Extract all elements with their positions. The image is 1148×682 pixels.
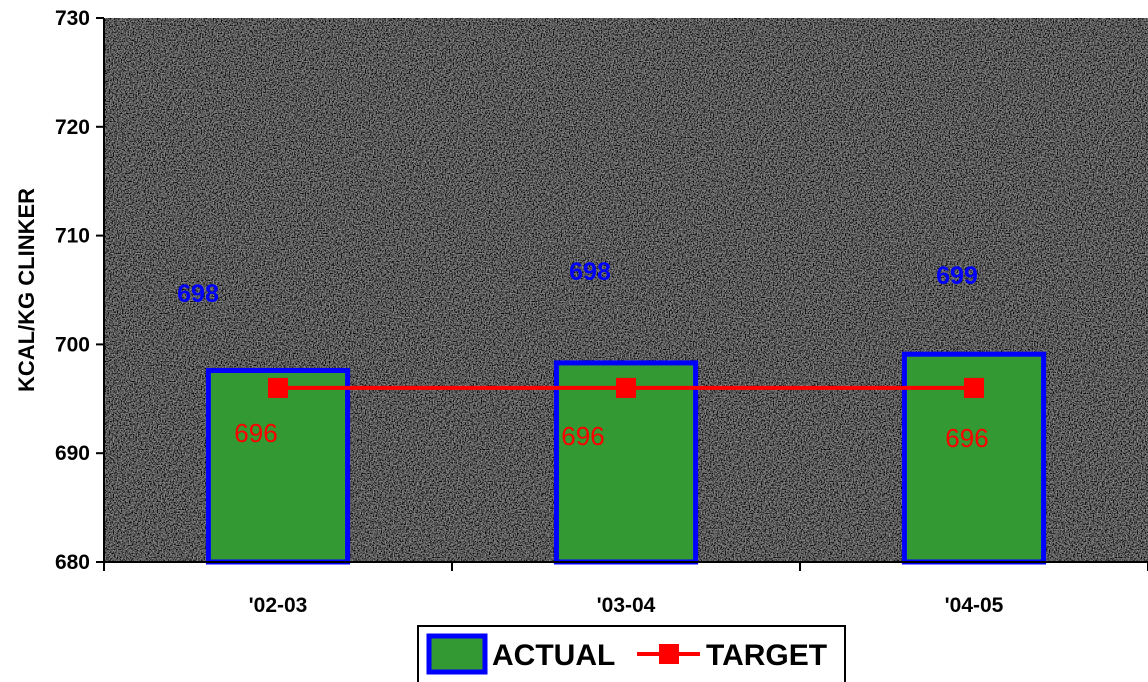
- bar-actual-0: [205, 368, 351, 565]
- target-marker-0: [268, 377, 288, 398]
- axes: 680 690 700 710 720 730 '02-03 '03-04 '04-05: [55, 7, 1148, 617]
- y-axis-title: KCAL/KG CLINKER: [14, 188, 39, 392]
- legend-box: [417, 625, 846, 682]
- actual-value-label-2: 699: [936, 262, 978, 290]
- x-tick-label-0: '02-03: [249, 594, 308, 617]
- y-tick-label-2: 700: [55, 333, 90, 356]
- legend-actual-label: ACTUAL: [492, 639, 615, 672]
- value-labels: 698 698 699 696 696 696: [177, 258, 989, 453]
- target-value-label-0: 696: [234, 418, 277, 448]
- x-tick-label-2: '04-05: [945, 594, 1004, 617]
- legend-actual-swatch: [426, 633, 488, 675]
- y-tick-label-0: 680: [55, 551, 90, 574]
- target-value-label-2: 696: [945, 423, 988, 453]
- actual-value-label-1: 698: [569, 258, 611, 286]
- target-marker-1: [616, 377, 636, 398]
- legend-target-label: TARGET: [706, 639, 827, 672]
- actual-value-label-0: 698: [177, 280, 219, 308]
- legend: ACTUAL TARGET: [417, 625, 846, 682]
- y-tick-label-1: 690: [55, 442, 90, 465]
- x-tick-label-1: '03-04: [597, 594, 656, 617]
- y-tick-label-4: 720: [55, 116, 90, 139]
- target-value-label-1: 696: [561, 421, 604, 451]
- legend-target-marker: [659, 644, 679, 664]
- target-series: [268, 377, 984, 398]
- y-tick-label-5: 730: [55, 7, 90, 30]
- y-tick-label-3: 710: [55, 225, 90, 248]
- target-marker-2: [964, 377, 984, 398]
